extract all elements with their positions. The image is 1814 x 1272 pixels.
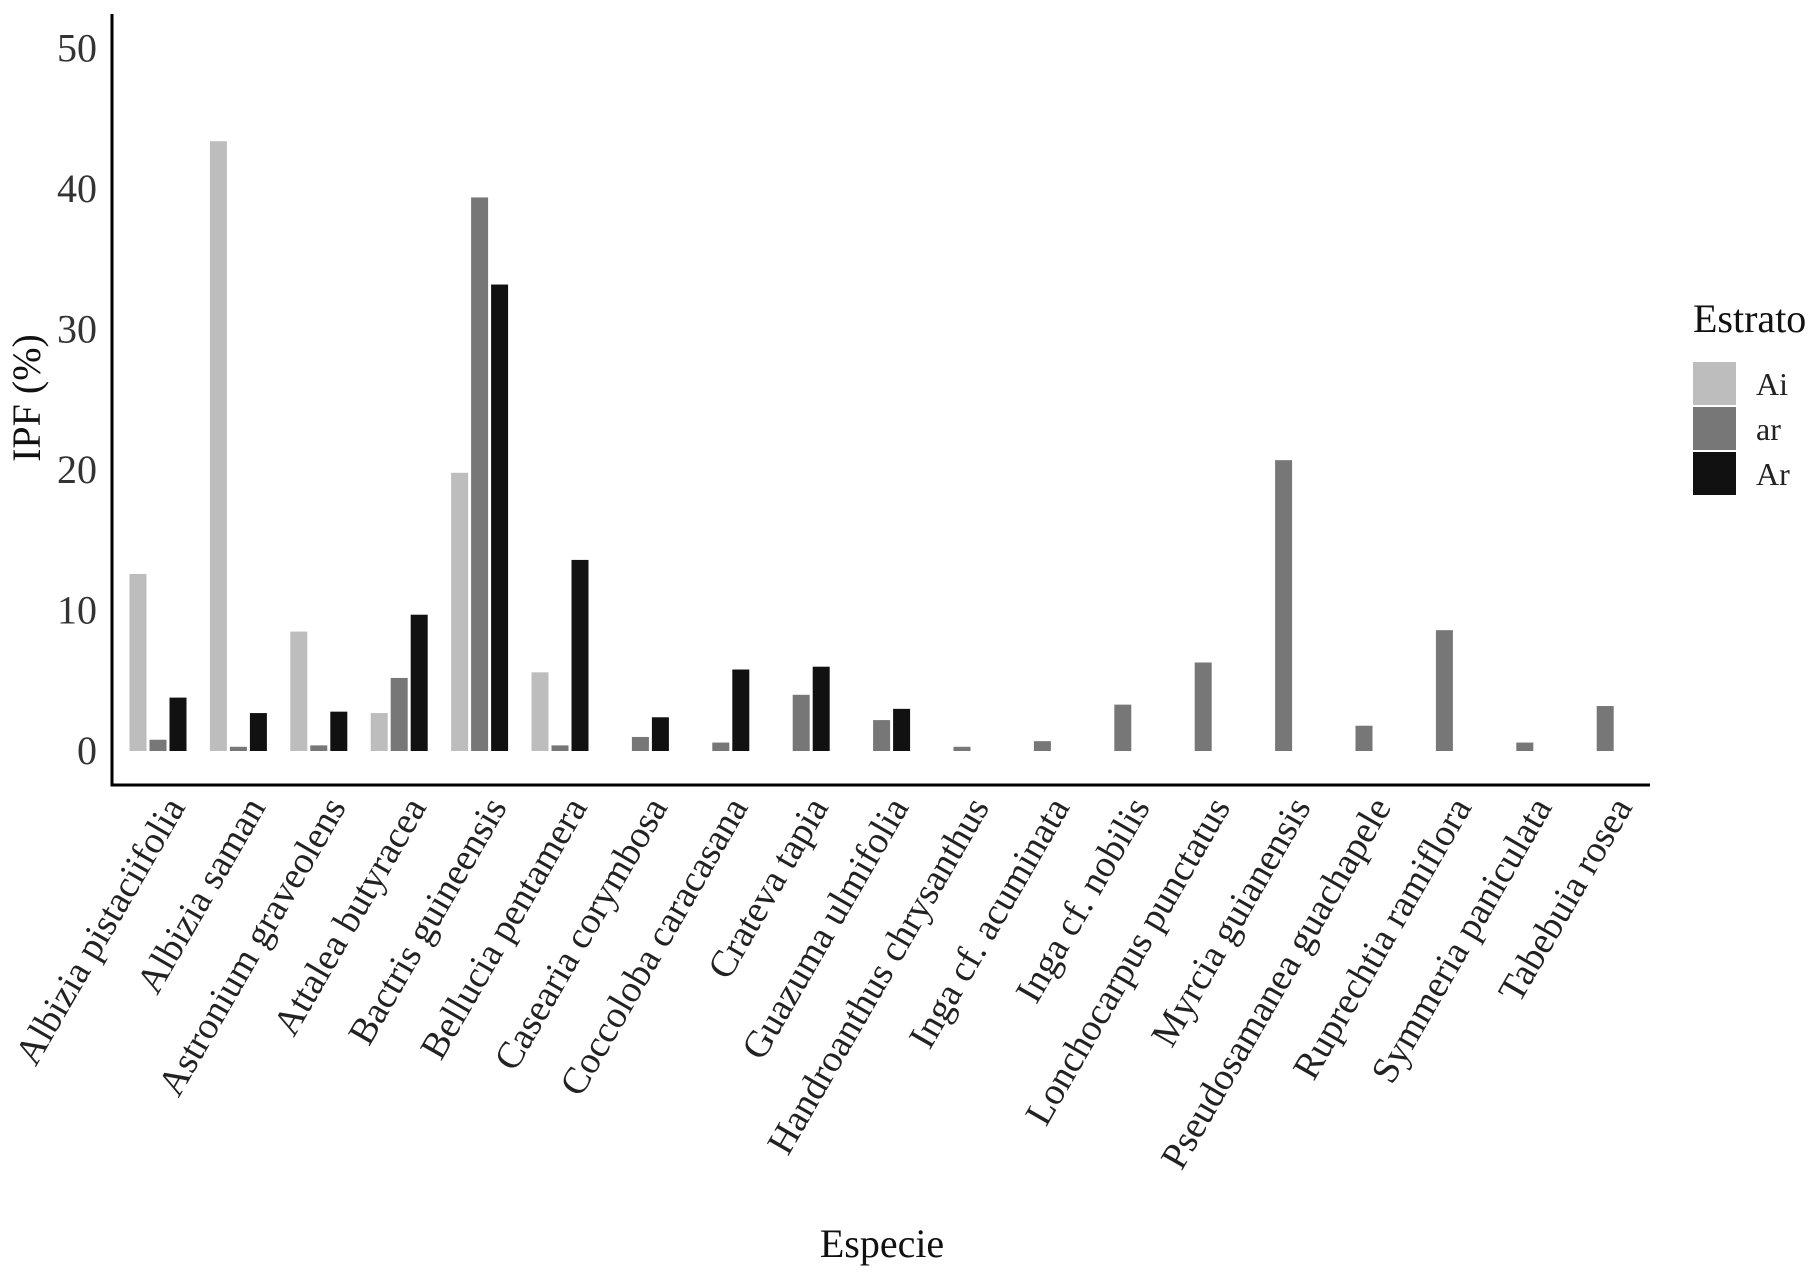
- y-tick-label: 50: [57, 26, 97, 71]
- bar-ar-9: [873, 720, 891, 751]
- y-tick-label: 20: [57, 447, 97, 492]
- bar-ar-2: [330, 711, 348, 751]
- legend-key-ar: [1693, 452, 1736, 495]
- bars-layer: [129, 141, 1614, 752]
- legend-label-ar: ar: [1756, 411, 1781, 447]
- bar-ar-13: [1194, 662, 1212, 751]
- bar-ar-0: [149, 739, 167, 751]
- bar-ar-5: [551, 745, 569, 751]
- bar-ar-17: [1516, 742, 1534, 751]
- legend-title: Estrato: [1693, 296, 1806, 341]
- y-tick-label: 10: [57, 588, 97, 633]
- y-tick-label: 30: [57, 307, 97, 352]
- legend-items: Ai ar Ar: [1693, 362, 1790, 495]
- bar-ar-3: [390, 677, 408, 751]
- legend: Estrato Ai ar Ar: [1693, 296, 1806, 495]
- bar-ar-7: [732, 669, 750, 751]
- bar-ai-2: [290, 631, 308, 751]
- bar-ar-6: [651, 717, 669, 751]
- bar-ar-3: [410, 614, 428, 751]
- bar-ar-7: [712, 742, 730, 751]
- bar-ar-10: [953, 746, 971, 751]
- bar-ar-4: [471, 197, 489, 751]
- bar-ar-18: [1596, 706, 1614, 751]
- legend-label-ar: Ar: [1756, 456, 1790, 492]
- bar-ai-3: [370, 713, 388, 751]
- bar-ar-12: [1114, 704, 1132, 751]
- y-tick-label: 0: [77, 728, 97, 773]
- bar-ar-6: [631, 736, 649, 751]
- bar-ar-4: [491, 284, 509, 751]
- bar-ai-0: [129, 573, 147, 751]
- bar-ar-14: [1275, 460, 1293, 751]
- bar-ar-8: [812, 666, 830, 751]
- bar-ar-11: [1033, 741, 1051, 751]
- y-tick-label: 40: [57, 166, 97, 211]
- bar-ar-16: [1435, 630, 1453, 751]
- bar-ar-2: [310, 745, 328, 751]
- bar-ar-8: [792, 694, 810, 751]
- bar-ar-0: [169, 697, 187, 751]
- x-axis-title: Especie: [820, 1221, 944, 1266]
- bar-ai-5: [531, 672, 549, 751]
- y-axis-title: IPF (%): [4, 334, 49, 462]
- bar-ar-9: [893, 708, 911, 751]
- bar-ar-1: [229, 746, 247, 751]
- y-axis-ticks: 0 10 20 30 40 50: [57, 26, 97, 774]
- legend-key-ar: [1693, 407, 1736, 450]
- bar-ai-4: [451, 472, 469, 751]
- bar-ai-1: [209, 141, 227, 752]
- legend-label-ai: Ai: [1756, 366, 1788, 402]
- bar-ar-5: [571, 559, 589, 751]
- bar-ar-15: [1355, 725, 1373, 751]
- bar-ar-1: [249, 713, 267, 751]
- legend-key-ai: [1693, 362, 1736, 405]
